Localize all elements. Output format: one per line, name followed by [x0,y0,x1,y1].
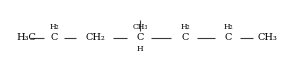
Text: C: C [224,34,232,42]
Text: CH₂: CH₂ [85,34,105,42]
Text: CH₃: CH₃ [132,23,148,31]
Text: C: C [136,34,144,42]
Text: C: C [181,34,189,42]
Text: C: C [50,34,58,42]
Text: H₂: H₂ [223,23,233,31]
Text: H₃C: H₃C [16,34,36,42]
Text: CH₃: CH₃ [257,34,277,42]
Text: H: H [137,45,143,53]
Text: H₂: H₂ [49,23,59,31]
Text: H₂: H₂ [180,23,190,31]
